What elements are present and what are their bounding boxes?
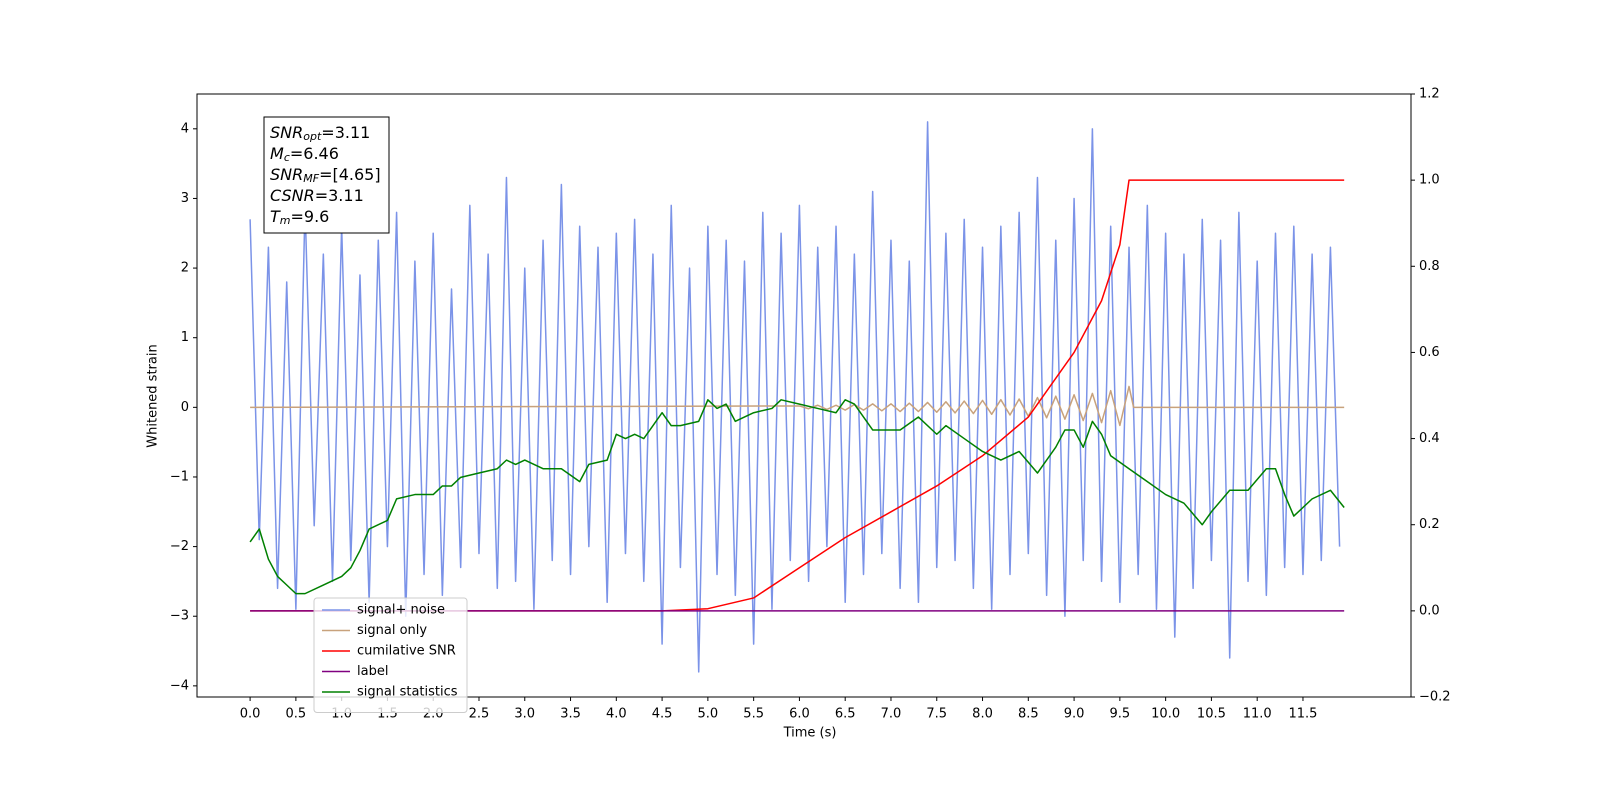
annotation-line: Tm=9.6 <box>270 207 329 228</box>
annotation-symbol: M <box>270 144 284 163</box>
legend-label: cumilative SNR <box>357 644 456 659</box>
y2-tick-label: 0.0 <box>1419 603 1440 618</box>
y2-tick-label: 1.0 <box>1419 173 1440 188</box>
annotation-subscript: MF <box>303 172 319 185</box>
y-tick-label: −1 <box>170 469 189 484</box>
x-tick-label: 9.5 <box>1110 707 1131 722</box>
x-tick-label: 7.0 <box>881 707 902 722</box>
annotation-symbol: T <box>270 207 281 226</box>
x-tick-label: 10.0 <box>1151 707 1180 722</box>
x-tick-label: 0.5 <box>286 707 307 722</box>
annotation-text: =[4.65] <box>319 165 381 184</box>
x-tick-label: 3.0 <box>514 707 535 722</box>
annotation-line: Mc=6.46 <box>270 144 339 165</box>
y2-tick-label: 0.8 <box>1419 259 1440 274</box>
y-tick-label: 2 <box>181 261 189 276</box>
y2-tick-label: −0.2 <box>1419 690 1451 705</box>
series-line <box>250 179 1345 612</box>
annotation-text: =3.11 <box>321 123 370 142</box>
axes-frame <box>196 93 1412 698</box>
y2-tick-label: 0.6 <box>1419 345 1440 360</box>
x-axis-label: Time (s) <box>783 726 837 741</box>
x-tick-label: 3.5 <box>560 707 581 722</box>
y2-tick-label: 0.4 <box>1419 431 1440 446</box>
y2-tick-label: 1.2 <box>1419 87 1440 102</box>
legend-box <box>313 597 468 713</box>
annotation-symbol: SNR <box>270 123 303 142</box>
x-tick-label: 8.5 <box>1018 707 1039 722</box>
x-tick-label: 11.0 <box>1243 707 1272 722</box>
y-tick-label: 3 <box>181 191 189 206</box>
x-tick-label: 9.0 <box>1064 707 1085 722</box>
legend-label: label <box>357 664 388 679</box>
y-tick-label: 4 <box>181 121 189 136</box>
x-tick-label: 4.0 <box>606 707 627 722</box>
y2-tick-label: 0.2 <box>1419 517 1440 532</box>
y-axis-label: Whitened strain <box>146 344 161 447</box>
annotation-subscript: opt <box>303 130 322 143</box>
annotation-text: =3.11 <box>315 186 364 205</box>
annotation-symbol: CSNR <box>270 186 315 205</box>
y-tick-label: −2 <box>170 539 189 554</box>
legend-label: signal statistics <box>357 685 458 700</box>
annotation-text: =9.6 <box>291 207 330 226</box>
annotation-line: CSNR=3.11 <box>270 186 364 205</box>
series-line <box>249 121 1341 673</box>
y-tick-label: 0 <box>181 400 189 415</box>
x-tick-label: 0.0 <box>240 707 261 722</box>
annotation-text: =6.46 <box>290 144 339 163</box>
y-tick-label: 1 <box>181 330 189 345</box>
x-tick-label: 6.5 <box>835 707 856 722</box>
series-line <box>249 399 1345 595</box>
annotation-line: SNRopt=3.11 <box>270 123 370 144</box>
series-line <box>250 385 1345 427</box>
x-tick-label: 2.5 <box>469 707 490 722</box>
x-tick-label: 5.0 <box>698 707 719 722</box>
y-tick-label: −3 <box>170 609 189 624</box>
x-tick-label: 5.5 <box>743 707 764 722</box>
x-tick-label: 11.5 <box>1288 707 1317 722</box>
y-tick-label: −4 <box>170 678 189 693</box>
annotation-line: SNRMF=[4.65] <box>270 165 381 186</box>
x-tick-label: 7.5 <box>926 707 947 722</box>
x-tick-label: 8.0 <box>972 707 993 722</box>
legend-label: signal+ noise <box>357 603 445 618</box>
x-tick-label: 4.5 <box>652 707 673 722</box>
legend-label: signal only <box>357 623 427 638</box>
annotation-subscript: c <box>284 151 290 164</box>
annotation-symbol: SNR <box>270 165 303 184</box>
annotation-subscript: m <box>280 214 291 227</box>
x-tick-label: 10.5 <box>1197 707 1226 722</box>
x-tick-label: 6.0 <box>789 707 810 722</box>
annotation-box <box>263 116 390 234</box>
